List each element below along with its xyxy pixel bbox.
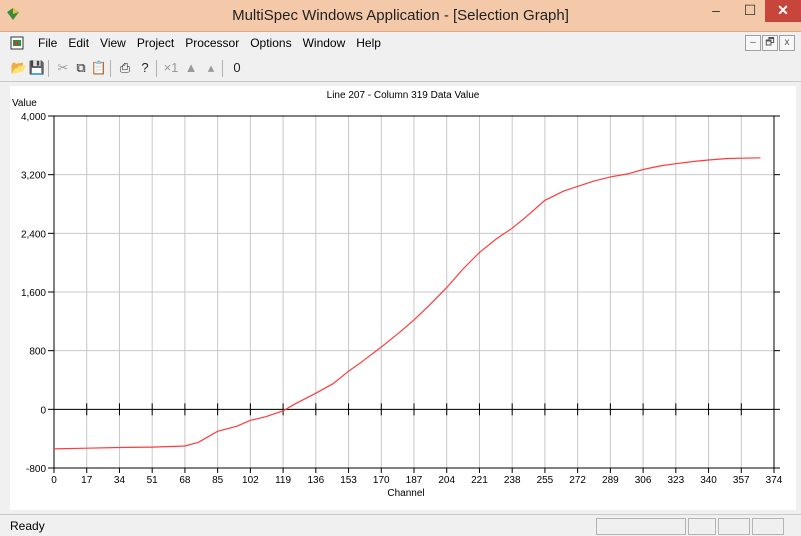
- chart-title: Line 207 - Column 319 Data Value: [327, 90, 480, 101]
- x-tick-label: 272: [569, 475, 586, 486]
- y-tick-label: -800: [26, 464, 46, 475]
- y-tick-label: 800: [29, 347, 46, 358]
- x-tick-label: 153: [340, 475, 357, 486]
- overlay-icon[interactable]: 0: [233, 60, 241, 75]
- x-tick-label: 34: [114, 475, 126, 486]
- mdi-close-button[interactable]: x: [779, 35, 795, 51]
- paste-icon[interactable]: 📋: [90, 60, 108, 75]
- y-tick-label: 2,400: [21, 229, 46, 240]
- copy-icon[interactable]: ⧉: [76, 60, 86, 75]
- menu-options[interactable]: Options: [250, 36, 292, 50]
- selection-graph: Line 207 - Column 319 Data Value Value C…: [12, 90, 783, 499]
- zoom-x1-icon[interactable]: ×1: [163, 60, 179, 75]
- zoom-in-icon[interactable]: ▲: [184, 60, 198, 75]
- x-tick-label: 340: [700, 475, 717, 486]
- graph-panel[interactable]: Line 207 - Column 319 Data Value Value C…: [10, 86, 796, 510]
- print-icon[interactable]: ⎙: [119, 60, 131, 75]
- y-tick-label: 3,200: [21, 171, 46, 182]
- toolbar-separator: [48, 60, 49, 77]
- x-tick-label: 187: [406, 475, 423, 486]
- status-pane: [718, 518, 750, 535]
- title-bar[interactable]: MultiSpec Windows Application - [Selecti…: [0, 0, 801, 32]
- y-axis-label: Value: [12, 98, 37, 109]
- menu-file[interactable]: File: [38, 36, 58, 50]
- toolbar-separator: [110, 60, 111, 77]
- menu-items: File Edit View Project Processor Options Windo…: [38, 36, 381, 50]
- help-icon[interactable]: ?: [141, 60, 149, 75]
- x-tick-label: 204: [438, 475, 455, 486]
- x-tick-label: 85: [212, 475, 224, 486]
- menu-help[interactable]: Help: [356, 36, 381, 50]
- zoom-out-icon[interactable]: ▴: [207, 60, 215, 75]
- x-tick-label: 170: [373, 475, 390, 486]
- cut-icon[interactable]: ✂: [57, 60, 69, 75]
- menu-window[interactable]: Window: [302, 36, 346, 50]
- menu-processor[interactable]: Processor: [185, 36, 240, 50]
- chart-axes: 0 17 34 51 68 85 102 119 136 153 170 187 204 221 238 25…: [21, 112, 783, 486]
- menu-view[interactable]: View: [100, 36, 126, 50]
- x-tick-label: 357: [733, 475, 750, 486]
- x-tick-label: 68: [179, 475, 191, 486]
- x-tick-label: 102: [242, 475, 259, 486]
- status-bar: Ready: [0, 514, 801, 536]
- x-tick-label: 289: [602, 475, 619, 486]
- x-tick-label: 238: [504, 475, 521, 486]
- x-tick-label: 0: [51, 475, 57, 486]
- mdi-controls: – 🗗 x: [745, 35, 795, 51]
- toolbar-separator: [156, 60, 157, 77]
- document-icon[interactable]: [10, 36, 24, 50]
- y-tick-label: 0: [40, 405, 46, 416]
- mdi-restore-button[interactable]: 🗗: [762, 35, 778, 51]
- x-tick-label: 255: [537, 475, 554, 486]
- x-tick-label: 306: [635, 475, 652, 486]
- save-icon[interactable]: 💾: [28, 60, 46, 75]
- y-tick-label: 4,000: [21, 112, 46, 123]
- x-axis-label: Channel: [387, 488, 424, 499]
- x-tick-label: 119: [275, 475, 291, 486]
- x-tick-label: 51: [147, 475, 159, 486]
- status-pane: [688, 518, 716, 535]
- toolbar-separator: [222, 60, 223, 77]
- maximize-button[interactable]: ☐: [743, 2, 757, 18]
- x-tick-label: 374: [766, 475, 783, 486]
- mdi-minimize-button[interactable]: –: [745, 35, 761, 51]
- x-tick-label: 17: [81, 475, 93, 486]
- x-tick-label: 136: [307, 475, 324, 486]
- open-folder-icon[interactable]: 📂: [10, 60, 28, 75]
- y-tick-label: 1,600: [21, 288, 46, 299]
- status-pane: [596, 518, 686, 535]
- menu-edit[interactable]: Edit: [68, 36, 90, 50]
- status-text: Ready: [10, 519, 45, 533]
- data-series-line: [53, 157, 761, 450]
- toolbar: 📂 💾 ✂ ⧉ 📋 ⎙? ×1 ▲ ▴ 0: [0, 57, 801, 82]
- menu-bar: File Edit View Project Processor Options Windo…: [0, 33, 801, 54]
- status-pane: [752, 518, 784, 535]
- x-tick-label: 323: [667, 475, 684, 486]
- window-title: MultiSpec Windows Application - [Selecti…: [232, 7, 569, 24]
- minimize-button[interactable]: –: [712, 2, 720, 18]
- chart-series: [53, 157, 761, 450]
- menu-project[interactable]: Project: [136, 36, 175, 50]
- app-icon: [7, 8, 19, 20]
- x-tick-label: 221: [471, 475, 488, 486]
- close-button[interactable]: ✕: [765, 0, 801, 22]
